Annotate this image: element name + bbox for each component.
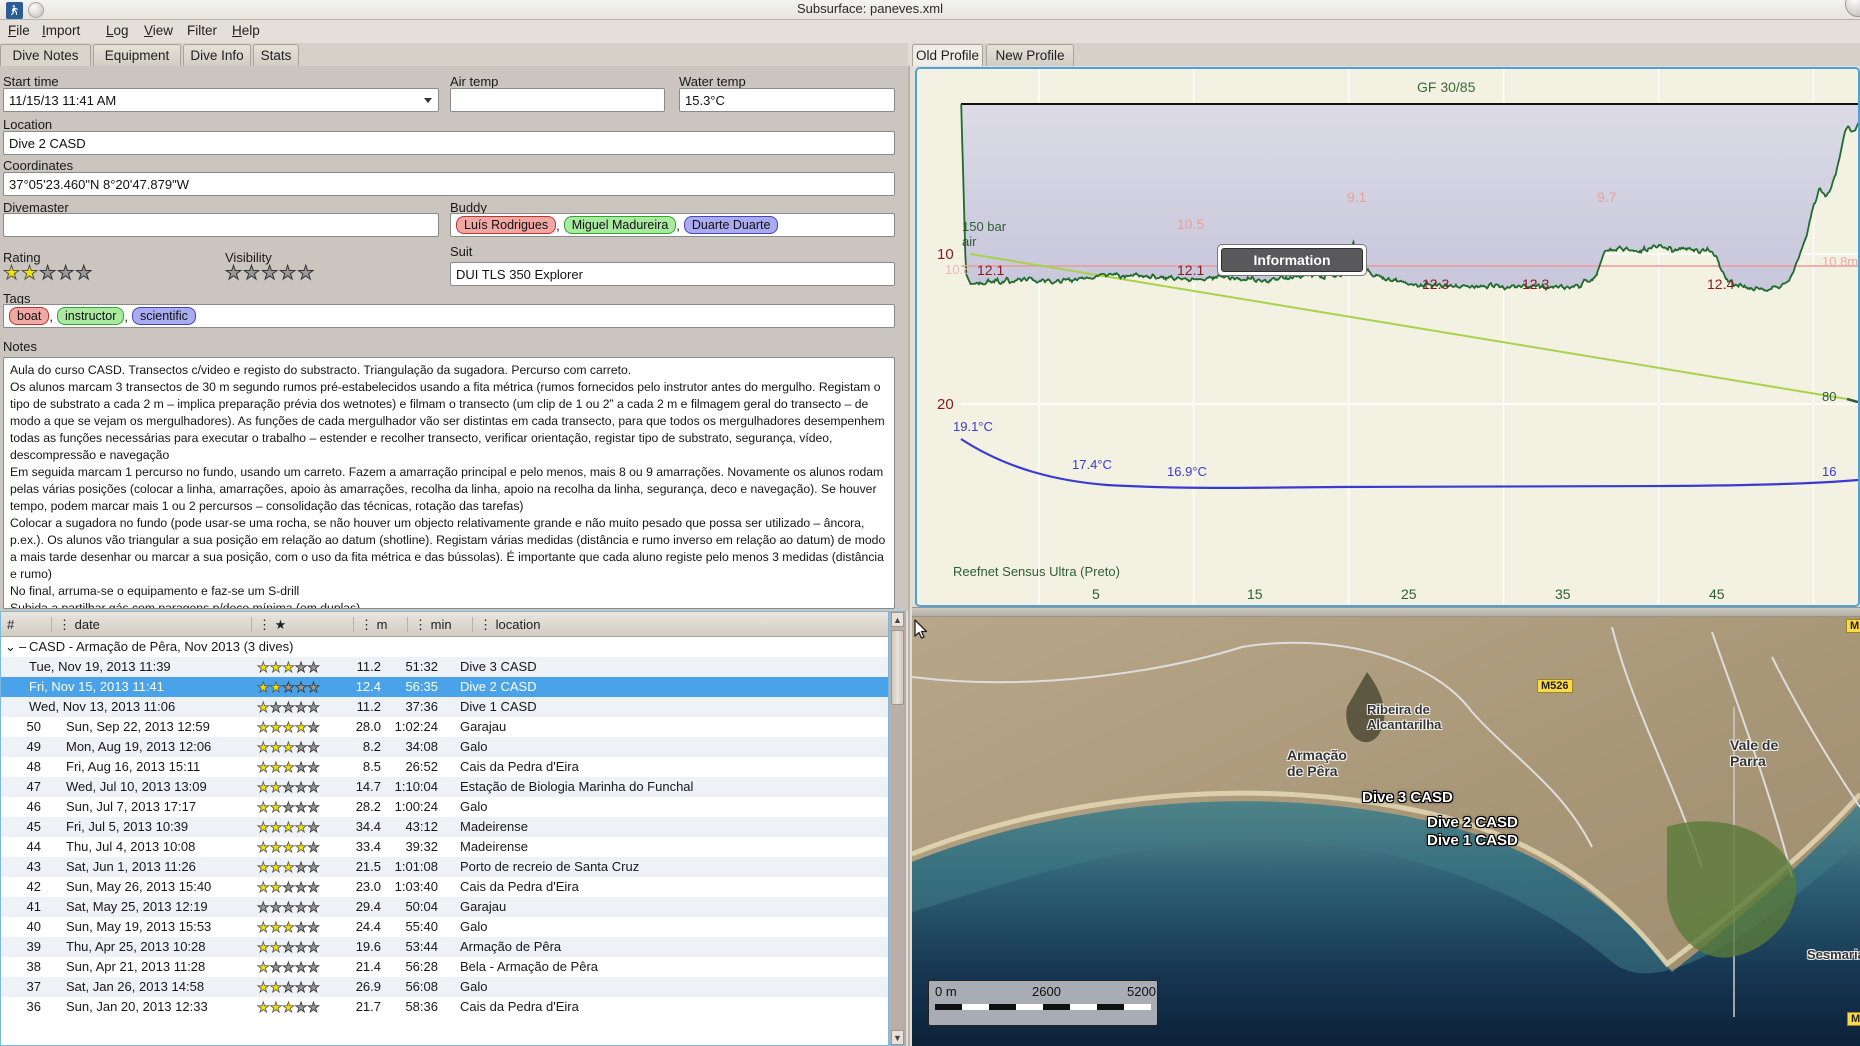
svg-text:10: 10 (937, 246, 954, 263)
svg-text:20: 20 (937, 396, 954, 413)
